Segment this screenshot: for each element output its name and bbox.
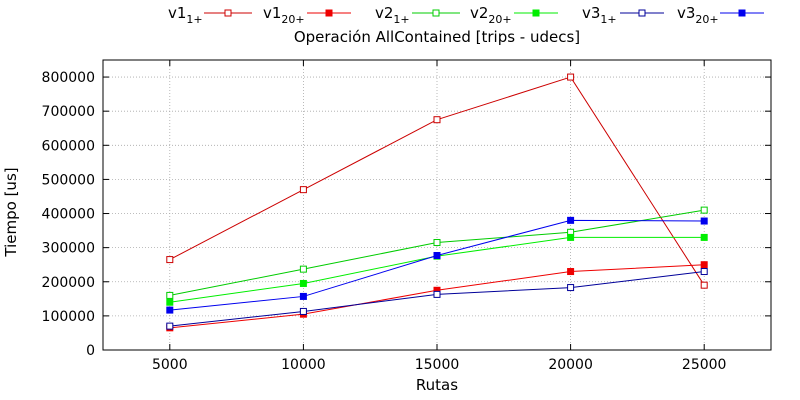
y-axis-title: Tiempo [us] bbox=[2, 167, 20, 257]
axis-ticks: 0 100000 200000 300000 400000 500000 600000 700… bbox=[42, 60, 771, 373]
data-point bbox=[299, 279, 307, 287]
y-tick-label: 300000 bbox=[42, 241, 95, 257]
data-point bbox=[433, 251, 441, 259]
x-tick-label: 25000 bbox=[682, 357, 727, 373]
y-tick-label: 500000 bbox=[42, 172, 95, 188]
legend-label-main: v2 bbox=[470, 4, 488, 22]
data-point bbox=[433, 290, 441, 298]
y-tick-label: 0 bbox=[86, 343, 95, 359]
legend-label-subscript: 20+ bbox=[695, 13, 718, 26]
series-v3-1+ bbox=[166, 268, 708, 330]
legend-label-main: v1 bbox=[168, 4, 186, 22]
data-point bbox=[166, 256, 174, 264]
data-point bbox=[166, 298, 174, 306]
grid bbox=[103, 60, 771, 350]
y-tick-label: 400000 bbox=[42, 207, 95, 223]
legend-item: v11+ bbox=[168, 4, 252, 26]
legend-marker bbox=[325, 9, 333, 17]
chart-title: Operación AllContained [trips - udecs] bbox=[294, 28, 580, 46]
legend-item: v31+ bbox=[582, 4, 664, 26]
legend-label-main: v3 bbox=[582, 4, 600, 22]
legend-item: v320+ bbox=[677, 4, 764, 26]
legend-item: v120+ bbox=[263, 4, 351, 26]
data-point bbox=[700, 217, 708, 225]
data-point bbox=[700, 281, 708, 289]
x-tick-label: 10000 bbox=[281, 357, 326, 373]
data-point bbox=[700, 268, 708, 276]
legend-label: v31+ bbox=[582, 4, 617, 26]
data-point bbox=[166, 291, 174, 299]
legend-label-subscript: 1+ bbox=[600, 13, 616, 26]
legend-marker bbox=[224, 9, 232, 17]
legend-label-subscript: 20+ bbox=[488, 13, 511, 26]
legend-label-subscript: 1+ bbox=[393, 13, 409, 26]
x-tick-label: 5000 bbox=[152, 357, 188, 373]
data-point bbox=[433, 116, 441, 124]
legend-label-main: v2 bbox=[375, 4, 393, 22]
y-tick-label: 200000 bbox=[42, 275, 95, 291]
data-point bbox=[166, 322, 174, 330]
legend-label: v220+ bbox=[470, 4, 512, 26]
y-tick-label: 800000 bbox=[42, 70, 95, 86]
data-point bbox=[567, 216, 575, 224]
series-v3-20+ bbox=[166, 216, 708, 314]
legend-label: v11+ bbox=[168, 4, 203, 26]
legend-label-main: v1 bbox=[263, 4, 281, 22]
data-point bbox=[700, 233, 708, 241]
legend-marker bbox=[738, 9, 746, 17]
y-tick-label: 600000 bbox=[42, 138, 95, 154]
data-point bbox=[700, 261, 708, 269]
x-tick-label: 15000 bbox=[415, 357, 460, 373]
legend-marker bbox=[532, 9, 540, 17]
data-point bbox=[299, 265, 307, 273]
legend-item: v220+ bbox=[470, 4, 558, 26]
legend-marker bbox=[638, 9, 646, 17]
data-point bbox=[299, 292, 307, 300]
series-v1-1+ bbox=[166, 73, 708, 289]
data-point bbox=[567, 284, 575, 292]
data-point bbox=[166, 306, 174, 314]
data-point bbox=[567, 268, 575, 276]
series-group bbox=[166, 73, 708, 332]
legend-item: v21+ bbox=[375, 4, 460, 26]
legend-label-subscript: 20+ bbox=[281, 13, 304, 26]
data-point bbox=[299, 186, 307, 194]
legend-label-main: v3 bbox=[677, 4, 695, 22]
legend-label-subscript: 1+ bbox=[186, 13, 202, 26]
data-point bbox=[700, 206, 708, 214]
legend-label: v21+ bbox=[375, 4, 410, 26]
legend-label: v320+ bbox=[677, 4, 719, 26]
data-point bbox=[567, 233, 575, 241]
x-axis-title: Rutas bbox=[416, 376, 458, 394]
legend: v11+ v120+ v21+ v220+ v31+ v320+ bbox=[168, 4, 764, 26]
data-point bbox=[433, 239, 441, 247]
data-point bbox=[299, 307, 307, 315]
legend-marker bbox=[432, 9, 440, 17]
legend-label: v120+ bbox=[263, 4, 305, 26]
series-v2-1+ bbox=[166, 206, 708, 299]
y-tick-label: 700000 bbox=[42, 104, 95, 120]
y-tick-label: 100000 bbox=[42, 309, 95, 325]
data-point bbox=[567, 73, 575, 81]
x-tick-label: 20000 bbox=[548, 357, 593, 373]
